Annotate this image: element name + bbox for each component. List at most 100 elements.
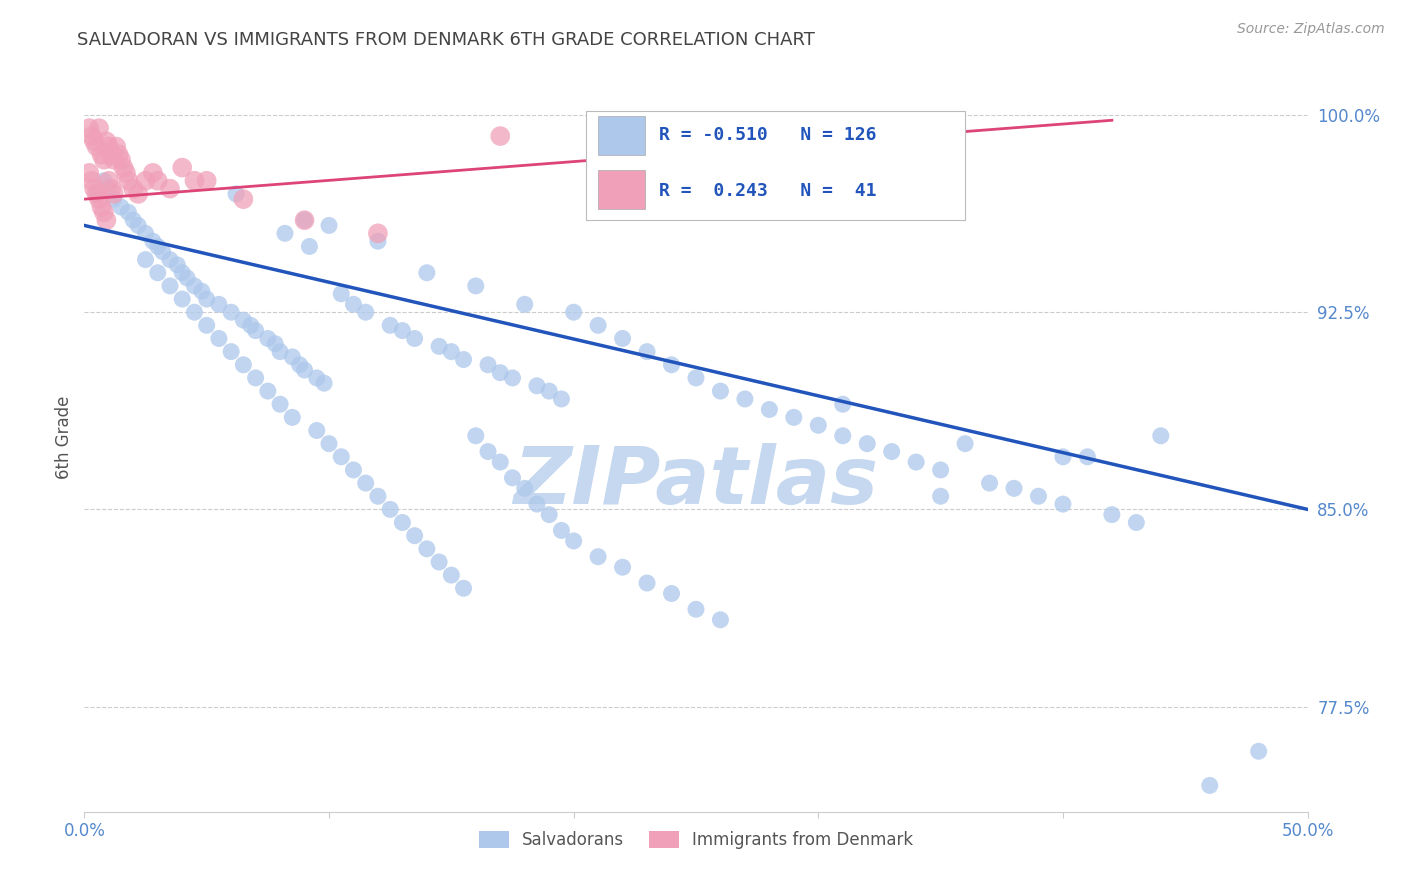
Point: [269, 344, 291, 359]
Point: [1076, 450, 1098, 464]
Point: [513, 297, 536, 311]
Point: [734, 392, 756, 406]
Text: R = -0.510   N = 126: R = -0.510 N = 126: [659, 126, 877, 145]
Point: [1247, 744, 1270, 758]
Point: [152, 244, 174, 259]
Point: [86, 186, 108, 201]
Point: [489, 129, 512, 144]
Point: [440, 344, 463, 359]
Point: [314, 376, 336, 391]
Point: [953, 436, 976, 450]
Point: [288, 358, 311, 372]
Point: [97, 181, 120, 195]
Point: [159, 279, 181, 293]
Point: [427, 339, 450, 353]
Point: [550, 524, 572, 538]
Point: [453, 352, 475, 367]
Point: [93, 205, 115, 219]
Point: [83, 181, 105, 195]
Point: [219, 344, 242, 359]
Point: [146, 266, 169, 280]
Point: [477, 358, 499, 372]
Point: [562, 533, 585, 548]
Point: [783, 410, 806, 425]
Point: [110, 153, 132, 167]
Point: [117, 174, 139, 188]
Y-axis label: 6th Grade: 6th Grade: [55, 395, 73, 479]
Point: [612, 560, 634, 574]
Point: [232, 313, 254, 327]
Point: [87, 121, 110, 136]
Point: [526, 497, 548, 511]
Point: [135, 174, 157, 188]
Point: [274, 227, 297, 241]
Point: [831, 429, 853, 443]
Point: [112, 161, 135, 175]
Point: [354, 305, 377, 319]
Point: [477, 444, 499, 458]
Point: [281, 350, 304, 364]
Text: ZIPatlas: ZIPatlas: [513, 443, 879, 521]
Point: [195, 174, 218, 188]
Point: [1052, 497, 1074, 511]
Point: [159, 252, 181, 267]
Text: SALVADORAN VS IMMIGRANTS FROM DENMARK 6TH GRADE CORRELATION CHART: SALVADORAN VS IMMIGRANTS FROM DENMARK 6T…: [77, 31, 815, 49]
Point: [367, 489, 389, 503]
Point: [929, 489, 952, 503]
Point: [709, 384, 731, 398]
Point: [232, 358, 254, 372]
Point: [195, 318, 218, 333]
Point: [342, 463, 364, 477]
Point: [232, 192, 254, 206]
Point: [342, 297, 364, 311]
Point: [77, 166, 100, 180]
Point: [80, 174, 103, 188]
Point: [298, 239, 321, 253]
Point: [1198, 779, 1220, 793]
Point: [330, 286, 353, 301]
Point: [586, 318, 609, 333]
Point: [183, 305, 205, 319]
Point: [281, 410, 304, 425]
Point: [100, 147, 122, 161]
Point: [90, 147, 112, 161]
Point: [404, 529, 426, 543]
Point: [979, 476, 1001, 491]
Point: [97, 174, 120, 188]
Point: [416, 541, 439, 556]
Point: [538, 508, 561, 522]
Point: [685, 602, 707, 616]
Legend: Salvadorans, Immigrants from Denmark: Salvadorans, Immigrants from Denmark: [472, 824, 920, 855]
Text: Source: ZipAtlas.com: Source: ZipAtlas.com: [1237, 22, 1385, 37]
Point: [502, 371, 524, 385]
Point: [77, 121, 100, 136]
Point: [526, 379, 548, 393]
Point: [1101, 508, 1123, 522]
Point: [166, 258, 188, 272]
Point: [502, 471, 524, 485]
Point: [758, 402, 780, 417]
Point: [305, 424, 328, 438]
Point: [96, 134, 118, 148]
Point: [440, 568, 463, 582]
Point: [427, 555, 450, 569]
Point: [176, 271, 198, 285]
Point: [257, 331, 280, 345]
Point: [464, 429, 486, 443]
Point: [100, 181, 122, 195]
Point: [318, 219, 340, 233]
Point: [489, 455, 512, 469]
Point: [245, 371, 267, 385]
Point: [225, 186, 247, 201]
FancyBboxPatch shape: [598, 116, 644, 154]
Point: [103, 153, 125, 167]
Point: [416, 266, 439, 280]
Text: R =  0.243   N =  41: R = 0.243 N = 41: [659, 182, 877, 200]
Point: [172, 266, 194, 280]
Point: [330, 450, 353, 464]
Point: [294, 213, 316, 227]
Point: [135, 252, 157, 267]
Point: [208, 297, 231, 311]
Point: [294, 363, 316, 377]
Point: [115, 166, 138, 180]
